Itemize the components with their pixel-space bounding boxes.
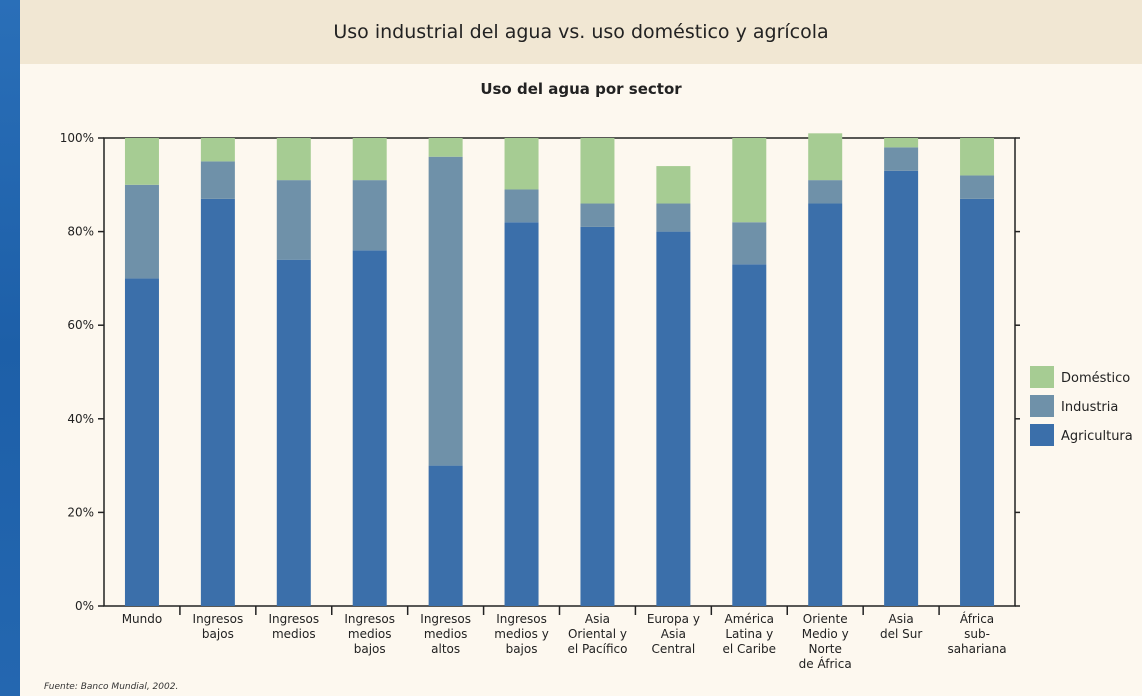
x-tick-label: Asia Oriental y el Pacífico bbox=[567, 612, 627, 656]
x-tick-label: África sub-sahariana bbox=[947, 611, 1006, 656]
bar-industria bbox=[732, 222, 767, 265]
x-tick-label: Asia del Sur bbox=[880, 612, 922, 641]
bar-domestico bbox=[732, 138, 767, 223]
y-tick-label: 0% bbox=[75, 599, 94, 613]
bar-agricultura bbox=[352, 250, 387, 606]
bar-industria bbox=[504, 189, 539, 223]
bar-domestico bbox=[124, 138, 159, 185]
bar-industria bbox=[200, 161, 235, 199]
legend-label: Industria bbox=[1061, 400, 1118, 415]
bar-domestico bbox=[960, 138, 995, 176]
chart-title: Uso del agua por sector bbox=[480, 80, 682, 98]
bar-agricultura bbox=[276, 259, 311, 606]
bar-agricultura bbox=[124, 278, 159, 606]
bar-domestico bbox=[428, 138, 463, 157]
x-tick-label: Europa y Asia Central bbox=[647, 612, 700, 656]
bar-agricultura bbox=[656, 231, 691, 606]
bar-domestico bbox=[656, 166, 691, 204]
panel-header: Uso industrial del agua vs. uso doméstic… bbox=[20, 0, 1142, 64]
bar-industria bbox=[276, 180, 311, 260]
bar-domestico bbox=[884, 138, 919, 148]
y-tick-label: 60% bbox=[67, 318, 94, 332]
bar-agricultura bbox=[504, 222, 539, 607]
bar-industria bbox=[124, 184, 159, 279]
legend-swatch bbox=[1030, 424, 1054, 446]
bar-agricultura bbox=[428, 465, 463, 606]
bar-agricultura bbox=[960, 198, 995, 606]
x-tick-label: Ingresos medios y bajos bbox=[494, 612, 549, 656]
bar-domestico bbox=[352, 138, 387, 181]
bar-agricultura bbox=[884, 170, 919, 606]
x-tick-label: Mundo bbox=[122, 612, 163, 626]
bar-industria bbox=[960, 175, 995, 199]
x-tick-label: América Latina y el Caribe bbox=[723, 612, 777, 656]
x-tick-label: Ingresos medios bajos bbox=[344, 612, 395, 656]
bar-domestico bbox=[276, 138, 311, 181]
source-note: Fuente: Banco Mundial, 2002. bbox=[44, 682, 179, 692]
bar-industria bbox=[580, 203, 615, 227]
bar-agricultura bbox=[808, 203, 843, 606]
bar-agricultura bbox=[580, 226, 615, 607]
page-title: Uso industrial del agua vs. uso doméstic… bbox=[333, 21, 829, 43]
y-tick-label: 20% bbox=[67, 505, 94, 519]
x-tick-label: Ingresos medios altos bbox=[420, 612, 471, 656]
legend-swatch bbox=[1030, 395, 1054, 417]
legend-label: Agricultura bbox=[1061, 429, 1133, 444]
bar-industria bbox=[656, 203, 691, 232]
x-tick-label: Ingresos medios bbox=[268, 612, 319, 641]
bar-industria bbox=[884, 147, 919, 171]
bar-industria bbox=[352, 180, 387, 251]
legend-label: Doméstico bbox=[1061, 371, 1130, 386]
bar-domestico bbox=[200, 138, 235, 162]
legend-swatch bbox=[1030, 366, 1054, 388]
bar-domestico bbox=[504, 138, 539, 190]
y-tick-label: 40% bbox=[67, 412, 94, 426]
bar-domestico bbox=[808, 133, 843, 181]
x-tick-label: Oriente Medio y Norte de África bbox=[799, 612, 852, 671]
y-tick-label: 100% bbox=[60, 131, 94, 145]
bar-industria bbox=[428, 156, 463, 466]
bar-industria bbox=[808, 180, 843, 204]
bar-agricultura bbox=[200, 198, 235, 606]
plot-frame bbox=[103, 137, 1016, 607]
bar-domestico bbox=[580, 138, 615, 204]
bar-agricultura bbox=[732, 264, 767, 606]
x-tick-label: Ingresos bajos bbox=[193, 612, 244, 641]
y-tick-label: 80% bbox=[67, 225, 94, 239]
